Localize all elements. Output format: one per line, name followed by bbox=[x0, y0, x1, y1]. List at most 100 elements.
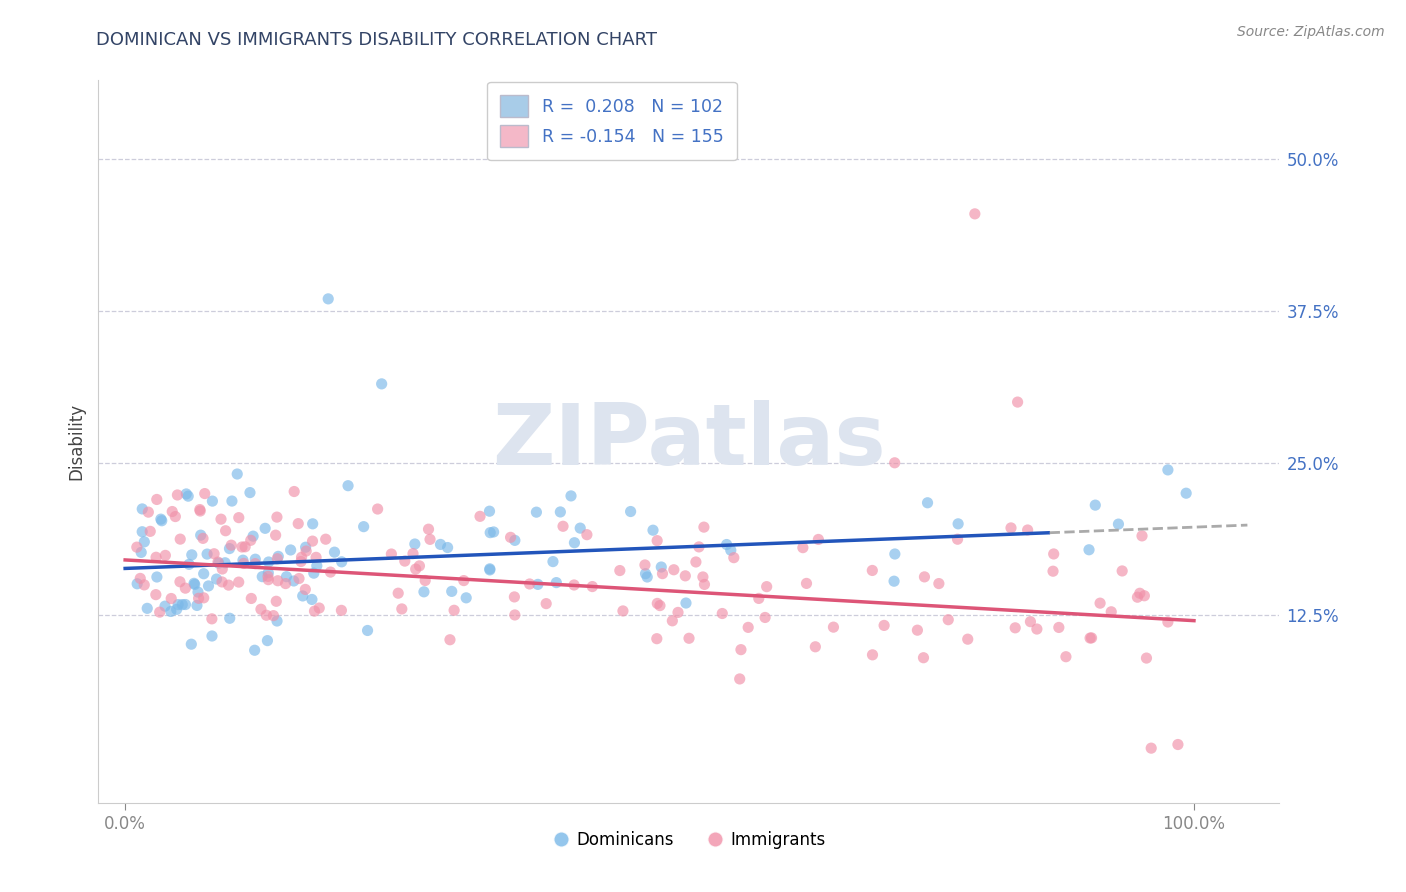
Point bbox=[146, 570, 169, 584]
Point bbox=[252, 569, 274, 583]
Point bbox=[280, 543, 302, 558]
Point bbox=[883, 574, 905, 589]
Point bbox=[177, 558, 200, 572]
Point bbox=[636, 570, 658, 584]
Point bbox=[267, 549, 290, 564]
Point bbox=[301, 516, 323, 531]
Point bbox=[290, 550, 312, 565]
Point bbox=[380, 547, 402, 561]
Point bbox=[356, 624, 378, 638]
Point bbox=[287, 516, 309, 531]
Point bbox=[323, 545, 346, 559]
Point bbox=[1084, 498, 1107, 512]
Point bbox=[419, 533, 441, 547]
Point bbox=[201, 612, 224, 626]
Point bbox=[239, 533, 262, 548]
Point bbox=[1042, 564, 1064, 578]
Point bbox=[149, 512, 172, 526]
Point bbox=[560, 489, 582, 503]
Point bbox=[262, 608, 284, 623]
Point bbox=[1126, 591, 1149, 605]
Point bbox=[283, 484, 305, 499]
Point bbox=[730, 642, 752, 657]
Point bbox=[294, 582, 316, 597]
Point bbox=[862, 648, 884, 662]
Point bbox=[231, 540, 253, 554]
Point bbox=[1000, 521, 1022, 535]
Point bbox=[254, 521, 277, 535]
Point bbox=[456, 591, 478, 605]
Point bbox=[242, 529, 264, 543]
Point bbox=[129, 571, 152, 585]
Point bbox=[562, 578, 585, 592]
Point bbox=[402, 547, 425, 561]
Point bbox=[207, 555, 229, 569]
Point bbox=[468, 509, 491, 524]
Point bbox=[291, 589, 314, 603]
Point bbox=[728, 672, 751, 686]
Point bbox=[288, 572, 311, 586]
Point bbox=[963, 207, 986, 221]
Point bbox=[214, 524, 236, 538]
Point bbox=[239, 485, 262, 500]
Point bbox=[1099, 605, 1122, 619]
Point bbox=[174, 598, 197, 612]
Point bbox=[183, 577, 205, 591]
Point bbox=[685, 555, 707, 569]
Point bbox=[946, 516, 969, 531]
Point bbox=[250, 602, 273, 616]
Point bbox=[274, 576, 297, 591]
Point bbox=[546, 575, 568, 590]
Point bbox=[305, 550, 328, 565]
Point bbox=[1130, 529, 1153, 543]
Point bbox=[245, 557, 267, 571]
Point bbox=[860, 564, 883, 578]
Point bbox=[1025, 622, 1047, 636]
Point bbox=[197, 579, 219, 593]
Point bbox=[149, 605, 172, 619]
Point bbox=[169, 574, 191, 589]
Point bbox=[304, 604, 326, 618]
Point bbox=[1111, 564, 1133, 578]
Point bbox=[257, 555, 280, 569]
Point bbox=[160, 591, 183, 606]
Point bbox=[1078, 542, 1101, 557]
Point bbox=[193, 566, 215, 581]
Point bbox=[1004, 621, 1026, 635]
Point bbox=[661, 614, 683, 628]
Point bbox=[1042, 547, 1064, 561]
Point bbox=[673, 569, 696, 583]
Point bbox=[651, 566, 673, 581]
Point bbox=[648, 599, 671, 613]
Point bbox=[221, 494, 243, 508]
Point bbox=[711, 607, 734, 621]
Point bbox=[337, 479, 360, 493]
Point bbox=[804, 640, 827, 654]
Point bbox=[946, 533, 969, 547]
Point bbox=[439, 632, 461, 647]
Point bbox=[1054, 649, 1077, 664]
Point bbox=[641, 523, 664, 537]
Point bbox=[193, 591, 215, 605]
Point bbox=[315, 532, 337, 546]
Point bbox=[569, 521, 592, 535]
Point bbox=[575, 527, 598, 541]
Point bbox=[240, 591, 263, 606]
Point bbox=[243, 643, 266, 657]
Point bbox=[232, 553, 254, 567]
Point bbox=[408, 558, 430, 573]
Point bbox=[550, 505, 572, 519]
Point bbox=[666, 606, 689, 620]
Point bbox=[218, 611, 240, 625]
Point bbox=[716, 537, 738, 551]
Point bbox=[155, 549, 177, 563]
Point bbox=[564, 535, 586, 549]
Point bbox=[478, 562, 501, 576]
Point bbox=[688, 540, 710, 554]
Point bbox=[1140, 741, 1163, 756]
Point bbox=[264, 594, 287, 608]
Point bbox=[159, 605, 181, 619]
Point bbox=[367, 502, 389, 516]
Point bbox=[370, 376, 392, 391]
Text: Source: ZipAtlas.com: Source: ZipAtlas.com bbox=[1237, 25, 1385, 39]
